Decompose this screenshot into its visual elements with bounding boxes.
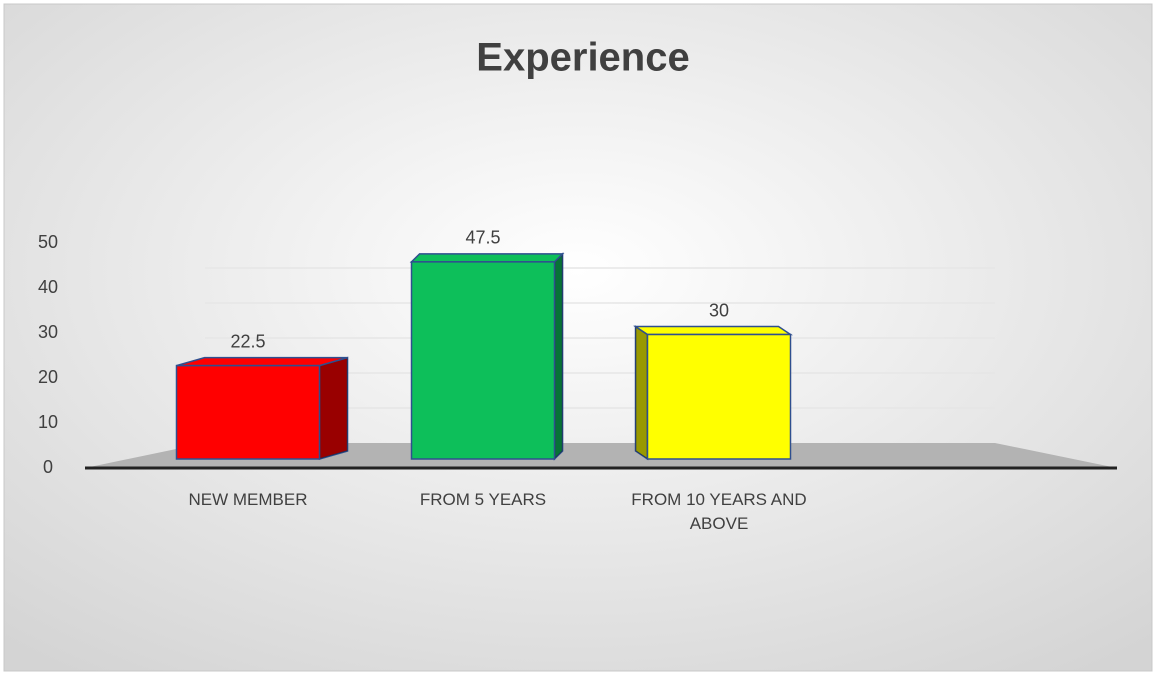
bar xyxy=(410,261,556,460)
y-tick-label: 10 xyxy=(38,412,58,432)
data-label: 22.5 xyxy=(230,331,265,351)
x-tick-label: FROM 10 YEARS AND ABOVE xyxy=(631,490,807,533)
y-tick-label: 0 xyxy=(43,457,53,477)
data-label: 30 xyxy=(709,300,729,320)
x-tick-label: FROM 5 YEARS xyxy=(419,490,547,509)
bar-top xyxy=(176,356,348,367)
y-tick-label: 50 xyxy=(38,232,58,252)
bar-side-shade xyxy=(319,357,348,459)
bar-top xyxy=(409,253,565,263)
y-tick-label: 30 xyxy=(38,322,58,342)
chart-title: Experience xyxy=(476,36,689,80)
y-tick-label: 40 xyxy=(38,277,58,297)
x-tick-label: NEW MEMBER xyxy=(188,490,308,509)
x-tick-label-box: FROM 5 YEARS xyxy=(419,490,547,509)
bar-top xyxy=(633,325,793,336)
bar-side-shade xyxy=(635,326,648,459)
x-tick-label-box: NEW MEMBER xyxy=(188,490,308,509)
bar xyxy=(646,333,792,460)
data-label: 47.5 xyxy=(465,228,500,248)
bar-side-shade xyxy=(554,253,563,459)
y-tick-label: 20 xyxy=(38,367,58,387)
bar xyxy=(175,364,321,460)
x-tick-label-box: FROM 10 YEARS AND ABOVE xyxy=(631,490,807,533)
